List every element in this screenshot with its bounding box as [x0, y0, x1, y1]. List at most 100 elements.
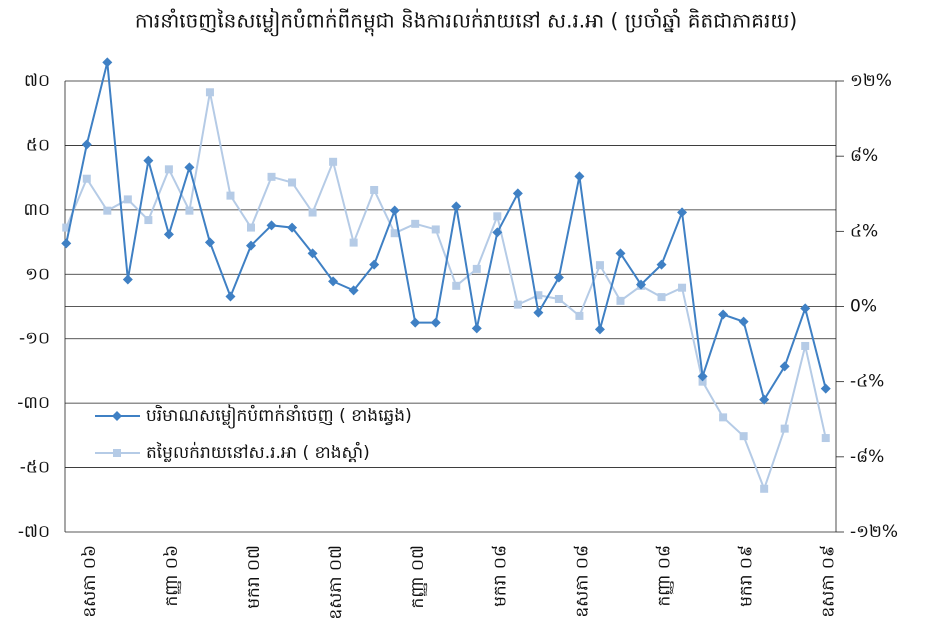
x-tick-label: ឧសភា ០៦ [80, 545, 100, 618]
marker [656, 259, 667, 270]
marker [143, 155, 154, 166]
y2-tick-label: -១២% [850, 522, 898, 542]
y2-tick-label: 0% [850, 297, 877, 317]
marker [369, 259, 380, 270]
y2-tick-label: ៨% [850, 146, 878, 166]
marker [163, 229, 174, 240]
marker [574, 171, 585, 182]
marker [308, 208, 317, 217]
marker [492, 227, 503, 238]
marker [62, 223, 71, 232]
y2-tick-label: -៨% [850, 447, 884, 467]
marker [616, 296, 625, 305]
marker [431, 225, 440, 234]
marker [472, 264, 481, 273]
marker [226, 191, 235, 200]
marker [678, 283, 687, 292]
marker [307, 248, 318, 259]
marker [779, 361, 790, 372]
marker [801, 341, 810, 350]
marker [493, 212, 502, 221]
marker [471, 323, 482, 334]
y-tick-label: ១០ [25, 264, 50, 284]
y-tick-label: -៣០ [17, 393, 50, 413]
marker [553, 272, 564, 283]
x-tick-label: កញ្ញា ០៨ [655, 545, 675, 607]
marker [204, 237, 215, 248]
legend-label: តម្លៃលក់រាយនៅស.រ.អា ( ខាងស្តាំ) [146, 441, 370, 463]
marker [267, 172, 276, 181]
x-tick-label: ឧសភា ០៧ [326, 545, 346, 620]
marker [287, 222, 298, 233]
marker [554, 294, 563, 303]
x-tick-label: ឧសភា ០៨ [572, 545, 592, 618]
marker [759, 394, 770, 405]
marker [349, 238, 358, 247]
marker [594, 324, 605, 335]
marker [615, 248, 626, 259]
marker [718, 309, 729, 320]
y2-tick-label: ៤% [850, 221, 878, 241]
marker [780, 424, 789, 433]
marker [122, 274, 133, 285]
x-tick-label: កញ្ញា ០៧ [408, 545, 428, 608]
marker [411, 219, 420, 228]
marker [184, 162, 195, 173]
marker [738, 316, 749, 327]
x-tick-label: ឧសភា ០៩ [819, 545, 839, 618]
marker [225, 291, 236, 302]
marker [113, 449, 121, 457]
marker [103, 206, 112, 215]
y-tick-label: ៣០ [23, 200, 50, 220]
marker [595, 261, 604, 270]
y-tick-label: -៧០ [18, 522, 50, 542]
y-tick-label: ៧០ [24, 71, 50, 91]
marker [288, 178, 297, 187]
marker [390, 229, 399, 238]
marker [329, 157, 338, 166]
y2-tick-label: -៤% [850, 372, 884, 392]
x-tick-label: កញ្ញា ០៦ [162, 545, 182, 607]
marker [719, 413, 728, 422]
marker [246, 240, 256, 251]
marker [82, 174, 91, 183]
marker [123, 195, 132, 204]
marker [328, 276, 339, 287]
x-tick-label: មករា ០៩ [737, 545, 757, 607]
marker [636, 279, 646, 290]
marker [102, 57, 113, 68]
marker [698, 377, 707, 386]
legend-label: បរិមាណសម្លៀកបំពាក់នាំចេញ ( ខាងឆ្វេង) [146, 404, 412, 429]
marker [185, 206, 194, 215]
marker [81, 139, 92, 150]
marker [821, 434, 830, 443]
chart-title: ការនាំចេញនៃសម្លៀកបំពាក់ពីកម្ពុជា និងការល… [135, 8, 797, 37]
marker [533, 307, 544, 318]
marker [266, 220, 277, 231]
marker [205, 88, 214, 97]
x-tick-label: មករា ០៨ [490, 545, 510, 607]
y2-tick-label: ១២% [850, 71, 892, 91]
series-line [65, 92, 827, 492]
marker [739, 432, 748, 441]
marker [800, 303, 811, 314]
marker [112, 411, 122, 421]
marker [820, 383, 831, 394]
marker [451, 201, 462, 212]
marker [430, 317, 441, 328]
series-line [65, 62, 827, 403]
marker [697, 371, 708, 382]
marker [657, 293, 666, 302]
marker [389, 205, 400, 216]
marker [144, 216, 153, 225]
marker [164, 165, 173, 174]
marker [575, 311, 584, 320]
marker [348, 285, 359, 296]
marker [513, 300, 522, 309]
marker [247, 223, 255, 232]
marker [512, 188, 523, 199]
y-tick-label: -៥០ [20, 458, 50, 478]
marker [410, 317, 421, 328]
marker [534, 291, 543, 300]
